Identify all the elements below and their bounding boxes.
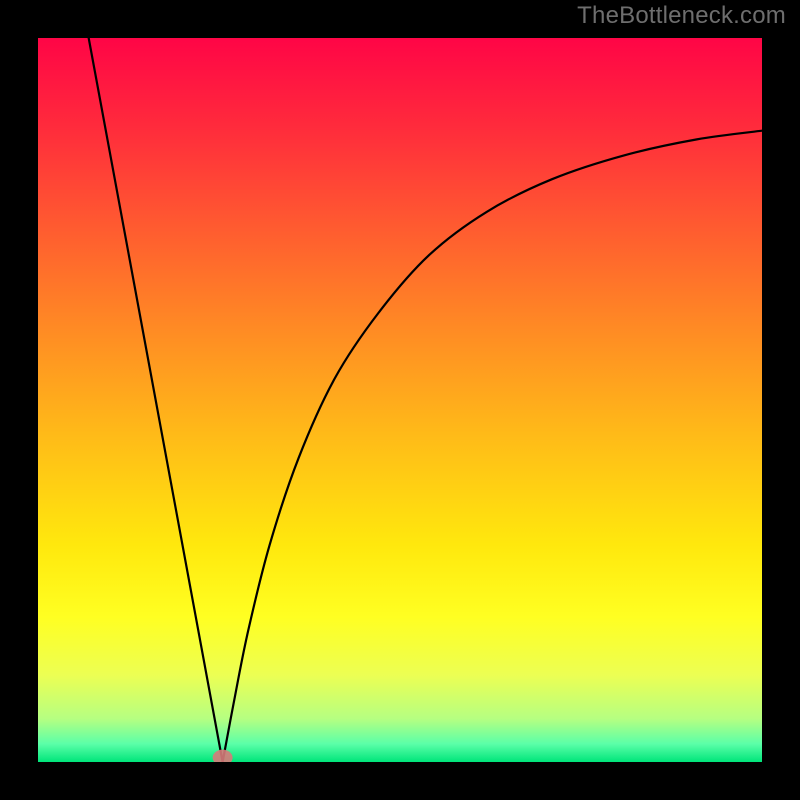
plot-area	[38, 38, 762, 762]
bottleneck-curve	[38, 38, 762, 762]
minimum-marker	[213, 750, 233, 762]
chart-frame: TheBottleneck.com	[0, 0, 800, 800]
watermark-text: TheBottleneck.com	[577, 2, 786, 30]
